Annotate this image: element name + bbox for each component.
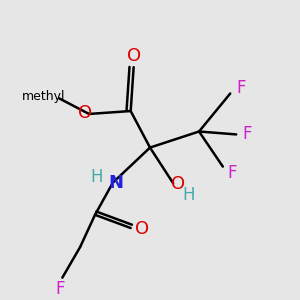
Text: methyl: methyl (22, 91, 66, 103)
Text: N: N (108, 174, 123, 192)
Text: O: O (135, 220, 149, 238)
Text: H: H (90, 168, 103, 186)
Text: F: F (236, 79, 245, 97)
Text: O: O (172, 175, 186, 193)
Text: F: F (55, 280, 65, 298)
Text: O: O (128, 47, 142, 65)
Text: F: F (228, 164, 237, 182)
Text: O: O (78, 104, 93, 122)
Text: H: H (182, 186, 195, 204)
Text: F: F (243, 125, 252, 143)
